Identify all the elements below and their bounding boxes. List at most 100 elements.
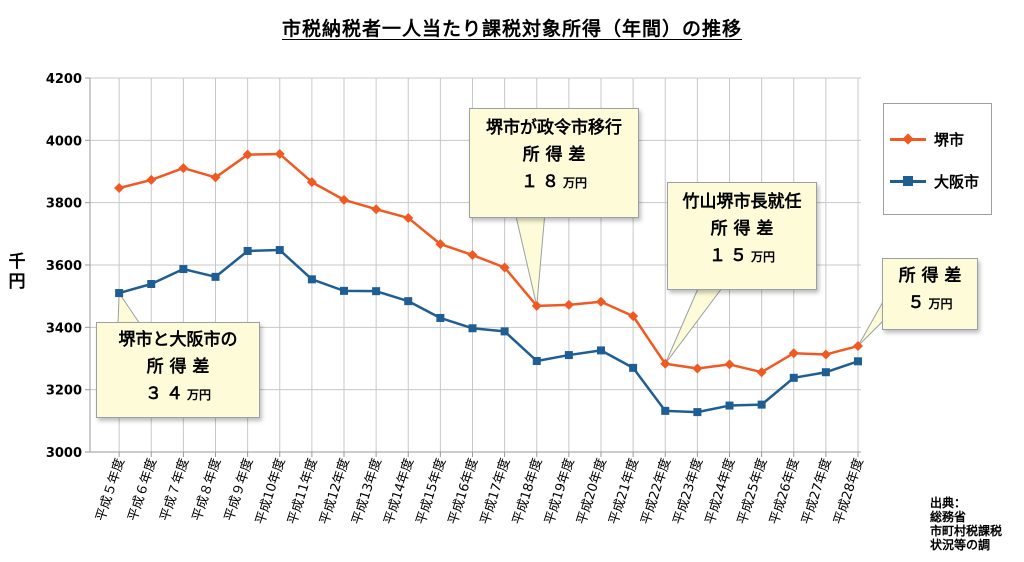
data-point-1 <box>789 373 798 382</box>
callout-2-line-2: 所 得 差 <box>522 145 586 165</box>
x-tick-label: 平成25年度 <box>734 456 770 526</box>
data-point-1 <box>179 265 188 274</box>
data-point-1 <box>532 356 541 365</box>
data-point-0 <box>210 172 221 183</box>
data-point-0 <box>596 296 606 307</box>
x-tick-label: 平成14年度 <box>381 456 417 526</box>
legend-label-sakai: 堺市 <box>934 130 965 149</box>
x-tick-label: 平成28年度 <box>830 456 866 526</box>
data-point-0 <box>435 239 446 250</box>
x-tick-label: 平成26年度 <box>766 456 802 526</box>
data-point-1 <box>147 280 156 289</box>
data-point-0 <box>467 250 478 261</box>
legend-swatch-sakai <box>890 129 926 149</box>
data-point-0 <box>724 359 735 370</box>
y-tick-label: 3800 <box>46 197 82 212</box>
x-tick-label: 平成20年度 <box>573 456 609 526</box>
series-line-0 <box>118 152 859 374</box>
square-marker-icon <box>903 176 913 186</box>
source-line-3: 状況等の調 <box>930 538 991 552</box>
source-label: 出典： <box>930 496 967 510</box>
legend: 堺市 大阪市 <box>883 103 992 215</box>
data-point-0 <box>146 174 157 185</box>
callout-1-line-2: 所 得 差 <box>146 357 210 377</box>
callout-osaka-sakai-gap: 堺市と大阪市の 所 得 差 ３４万円 <box>96 322 260 418</box>
x-tick-label: 平成６年度 <box>125 456 160 523</box>
x-tick-label: 平成19年度 <box>541 456 577 526</box>
data-point-0 <box>788 348 799 359</box>
x-tick-label: 平成16年度 <box>445 456 481 526</box>
callout-1-amount: ３４ <box>144 384 187 404</box>
data-point-1 <box>757 400 766 409</box>
x-tick-label: 平成７年度 <box>157 456 192 523</box>
data-point-1 <box>661 406 670 415</box>
callout-mayor-takeyama: 竹山堺市長就任 所 得 差 １５万円 <box>667 182 817 290</box>
legend-swatch-osaka <box>890 171 926 191</box>
callout-4-amount: ５ <box>907 293 929 313</box>
data-point-0 <box>403 212 414 223</box>
data-point-0 <box>563 299 574 310</box>
data-point-1 <box>725 401 734 410</box>
x-tick-label: 平成５年度 <box>93 456 128 523</box>
x-tick-label: 平成10年度 <box>252 456 288 526</box>
data-point-1 <box>854 357 862 366</box>
data-point-1 <box>629 363 638 372</box>
x-tick-label: 平成23年度 <box>670 456 706 526</box>
data-point-1 <box>821 368 830 377</box>
y-tick-label: 4200 <box>46 72 82 87</box>
data-point-1 <box>436 313 445 322</box>
y-tick-label: 4000 <box>46 134 82 149</box>
callout-2-line-1: 堺市が政令市移行 <box>486 118 622 138</box>
data-point-0 <box>274 149 285 160</box>
x-tick-label: 平成17年度 <box>477 456 513 526</box>
data-point-0 <box>499 262 510 273</box>
data-point-0 <box>306 177 317 188</box>
y-tick-label: 3400 <box>46 321 82 336</box>
data-point-0 <box>628 311 639 322</box>
callout-2-amount: １８ <box>520 172 563 192</box>
data-point-0 <box>531 300 542 311</box>
series-line-1 <box>118 248 859 414</box>
x-tick-label: 平成８年度 <box>189 456 224 523</box>
data-point-1 <box>564 351 573 360</box>
data-point-1 <box>597 346 605 355</box>
callout-4-pointer <box>857 298 885 347</box>
x-tick-label: 平成９年度 <box>221 456 256 523</box>
source-line-1: 総務省 <box>930 510 967 524</box>
callout-1-line-1: 堺市と大阪市の <box>118 330 238 350</box>
data-point-0 <box>756 367 767 378</box>
data-point-1 <box>211 272 220 281</box>
x-tick-label: 平成18年度 <box>509 456 545 526</box>
data-point-1 <box>115 289 124 298</box>
callout-3-line-2: 所 得 差 <box>710 219 774 239</box>
callout-1-unit: 万円 <box>186 388 211 402</box>
data-point-0 <box>853 341 863 352</box>
y-tick-label: 3000 <box>46 446 82 461</box>
x-tick-label: 平成11年度 <box>284 456 320 526</box>
x-tick-label: 平成22年度 <box>638 456 674 526</box>
data-point-0 <box>692 363 703 374</box>
callout-designated-city: 堺市が政令市移行 所 得 差 １８万円 <box>469 108 639 218</box>
data-point-1 <box>275 246 284 255</box>
data-point-0 <box>339 194 349 205</box>
data-point-0 <box>114 183 125 194</box>
x-tick-label: 平成21年度 <box>606 456 642 526</box>
callout-latest-gap: 所 得 差 ５万円 <box>882 258 978 330</box>
chart-title: 市税納税者一人当たり課税対象所得（年間）の推移 <box>281 18 742 40</box>
data-point-1 <box>693 408 702 417</box>
data-point-1 <box>500 327 509 336</box>
x-tick-label: 平成15年度 <box>413 456 449 526</box>
x-tick-label: 平成24年度 <box>702 456 738 526</box>
callout-4-unit: 万円 <box>928 297 953 311</box>
data-point-1 <box>372 287 381 296</box>
data-point-1 <box>468 324 477 333</box>
y-tick-label: 3600 <box>46 259 82 274</box>
source-note: 出典： 総務省 市町村税課税 状況等の調 <box>930 496 1002 552</box>
data-point-1 <box>243 246 252 255</box>
callout-3-amount: １５ <box>708 246 751 266</box>
callout-3-unit: 万円 <box>750 250 775 264</box>
data-point-0 <box>371 204 382 215</box>
x-tick-label: 平成12年度 <box>316 456 352 526</box>
y-tick-label: 3200 <box>46 384 82 399</box>
